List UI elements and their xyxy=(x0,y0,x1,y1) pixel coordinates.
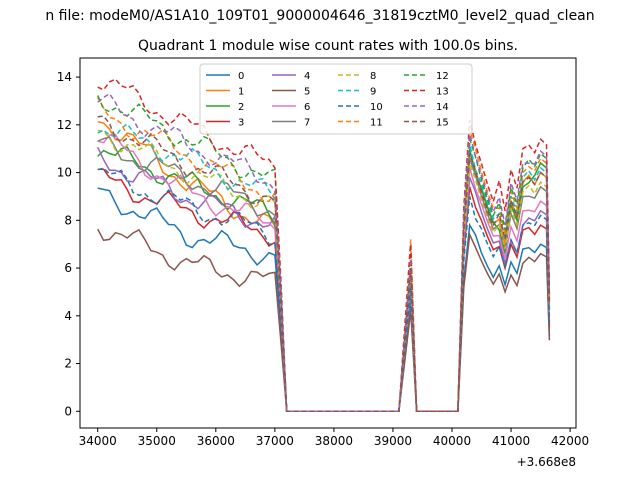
legend-label-6: 6 xyxy=(304,102,310,113)
legend-label-14: 14 xyxy=(436,102,449,113)
y-tick-label-6: 6 xyxy=(64,261,72,275)
x-tick-label-42000: 42000 xyxy=(551,434,589,448)
legend-label-10: 10 xyxy=(370,102,383,113)
legend-label-5: 5 xyxy=(304,87,310,98)
x-tick-label-40000: 40000 xyxy=(433,434,471,448)
legend-label-3: 3 xyxy=(238,118,244,129)
x-tick-label-35000: 35000 xyxy=(138,434,176,448)
series-line-13 xyxy=(97,78,551,413)
x-tick-label-41000: 41000 xyxy=(492,434,530,448)
legend-label-8: 8 xyxy=(370,71,376,82)
figure-suptitle: n file: modeM0/AS1A10_109T01_9000004646_… xyxy=(45,8,594,24)
legend-label-4: 4 xyxy=(304,71,310,82)
y-tick-label-10: 10 xyxy=(57,166,72,180)
legend-label-0: 0 xyxy=(238,71,244,82)
series-line-5 xyxy=(97,228,551,413)
x-tick-label-37000: 37000 xyxy=(256,434,294,448)
series-line-10 xyxy=(97,167,551,413)
x-offset-label: +3.668e8 xyxy=(517,455,576,469)
series-line-0 xyxy=(97,187,551,413)
y-tick-label-14: 14 xyxy=(57,70,72,84)
y-tick-label-0: 0 xyxy=(64,404,72,418)
chart-title: Quadrant 1 module wise count rates with … xyxy=(138,38,518,54)
x-tick-label-34000: 34000 xyxy=(79,434,117,448)
x-tick-label-38000: 38000 xyxy=(315,434,353,448)
y-tick-label-8: 8 xyxy=(64,213,72,227)
axes-frame xyxy=(79,57,577,429)
y-tick-label-2: 2 xyxy=(64,357,72,371)
legend-label-12: 12 xyxy=(436,71,449,82)
legend-box xyxy=(199,63,473,135)
y-tick-label-4: 4 xyxy=(64,309,72,323)
series-line-9 xyxy=(97,122,551,413)
legend-label-15: 15 xyxy=(436,118,449,129)
axis-ticks: 34000 35000 36000 37000 38000 39000 40000 41000… xyxy=(57,70,589,448)
legend-label-1: 1 xyxy=(238,87,244,98)
series-line-8 xyxy=(97,129,551,413)
legend-label-7: 7 xyxy=(304,118,310,129)
legend-label-13: 13 xyxy=(436,87,449,98)
x-tick-label-39000: 39000 xyxy=(374,434,412,448)
legend-label-2: 2 xyxy=(238,102,244,113)
series-line-3 xyxy=(97,168,551,413)
series-line-11 xyxy=(97,97,551,413)
series-line-14 xyxy=(97,92,551,413)
x-tick-label-36000: 36000 xyxy=(197,434,235,448)
y-tick-label-12: 12 xyxy=(57,118,72,132)
series-line-15 xyxy=(97,115,551,413)
legend-label-9: 9 xyxy=(370,87,376,98)
legend-label-11: 11 xyxy=(370,118,383,129)
series-line-12 xyxy=(97,95,551,413)
plot-area xyxy=(97,78,551,413)
